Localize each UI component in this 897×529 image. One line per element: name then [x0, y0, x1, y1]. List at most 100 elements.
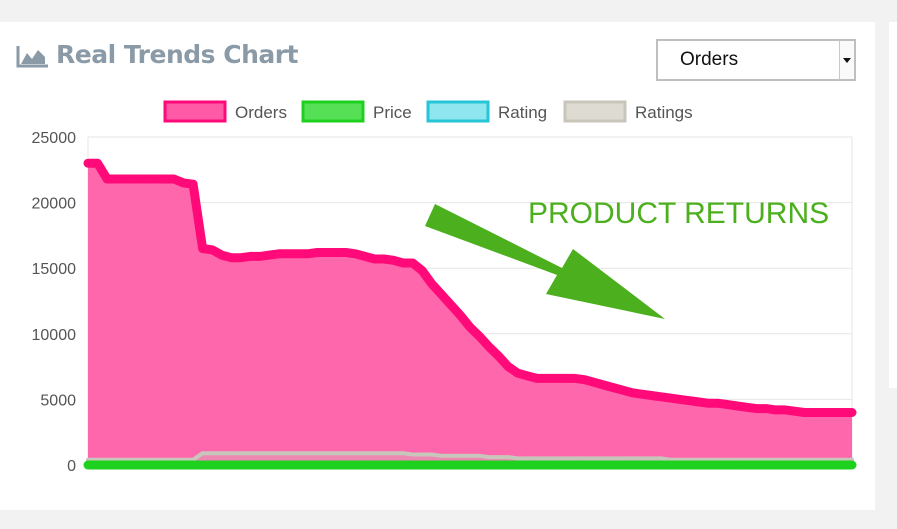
- data-point-orders: [714, 399, 723, 408]
- data-point-orders: [561, 374, 570, 383]
- y-tick-label: 15000: [32, 261, 77, 278]
- data-point-price: [752, 461, 761, 469]
- data-point-price: [351, 461, 360, 469]
- data-point-orders: [456, 311, 465, 320]
- data-point-orders: [494, 352, 503, 361]
- data-point-ratings: [468, 453, 472, 458]
- legend-swatch-orders: [163, 100, 227, 123]
- data-point-price: [781, 461, 790, 469]
- data-point-ratings: [477, 453, 482, 458]
- data-point-price: [227, 461, 236, 469]
- data-point-orders: [93, 159, 102, 168]
- data-point-price: [637, 461, 646, 469]
- data-point-ratings: [563, 456, 568, 461]
- data-point-price: [437, 461, 446, 469]
- data-point-orders: [294, 249, 303, 258]
- data-point-ratings: [315, 451, 320, 456]
- data-point-orders: [189, 180, 198, 189]
- metric-select[interactable]: Orders: [656, 39, 856, 81]
- data-point-orders: [819, 408, 828, 417]
- data-point-orders: [284, 249, 293, 258]
- data-point-ratings: [496, 455, 501, 460]
- legend-swatch-price: [301, 100, 365, 123]
- y-axis-ticks: 0 5000 10000 15000 20000 25000: [32, 130, 77, 475]
- data-point-price: [332, 461, 341, 469]
- data-point-price: [141, 461, 150, 469]
- data-point-price: [408, 461, 417, 469]
- data-point-ratings: [210, 451, 215, 456]
- data-point-ratings: [343, 451, 348, 456]
- data-point-orders: [828, 408, 837, 417]
- data-point-orders: [389, 256, 398, 265]
- data-point-ratings: [219, 451, 224, 456]
- data-point-price: [848, 461, 856, 469]
- data-point-price: [427, 461, 436, 469]
- data-point-price: [685, 461, 694, 469]
- data-point-orders: [695, 398, 704, 407]
- data-point-price: [418, 461, 427, 469]
- data-point-price: [542, 461, 551, 469]
- data-point-orders: [150, 174, 159, 183]
- legend-label-rating: Rating: [498, 103, 547, 122]
- data-point-orders: [236, 253, 245, 262]
- legend-label-price: Price: [373, 103, 412, 122]
- area-layer: [83, 158, 857, 470]
- data-point-orders: [408, 258, 417, 267]
- y-tick-label: 5000: [40, 392, 76, 409]
- data-point-orders: [112, 174, 121, 183]
- data-point-orders: [666, 394, 675, 403]
- data-point-price: [150, 461, 159, 469]
- data-point-orders: [513, 369, 522, 378]
- data-point-price: [389, 461, 398, 469]
- data-point-price: [341, 461, 350, 469]
- data-point-price: [676, 461, 685, 469]
- downtrend-arrow: [425, 204, 665, 319]
- data-point-price: [666, 461, 675, 469]
- data-point-orders: [523, 371, 532, 380]
- data-point-price: [93, 461, 102, 469]
- data-point-orders: [341, 248, 350, 257]
- data-point-orders: [742, 403, 751, 412]
- data-point-price: [809, 461, 818, 469]
- data-point-orders: [141, 174, 150, 183]
- data-point-ratings: [630, 456, 635, 461]
- data-point-price: [571, 461, 580, 469]
- data-point-price: [160, 461, 169, 469]
- data-point-price: [485, 461, 494, 469]
- data-point-price: [112, 461, 121, 469]
- data-point-price: [599, 461, 608, 469]
- data-point-price: [84, 461, 92, 469]
- data-point-orders: [838, 408, 847, 417]
- data-point-ratings: [277, 451, 281, 456]
- data-point-orders: [647, 391, 656, 400]
- data-point-orders: [103, 174, 112, 183]
- chevron-down-icon[interactable]: [839, 41, 854, 79]
- data-point-ratings: [296, 451, 301, 456]
- y-tick-label: 10000: [32, 327, 77, 344]
- data-point-price: [551, 461, 560, 469]
- data-point-ratings: [639, 456, 644, 461]
- data-point-price: [265, 461, 274, 469]
- data-point-orders: [676, 395, 685, 404]
- data-point-price: [561, 461, 570, 469]
- legend-swatch-ratings: [563, 100, 627, 123]
- data-point-price: [704, 461, 713, 469]
- data-point-ratings: [420, 452, 425, 457]
- data-point-orders: [303, 249, 312, 258]
- data-point-price: [828, 461, 837, 469]
- data-point-orders: [504, 362, 513, 371]
- data-point-price: [255, 461, 264, 469]
- data-point-price: [103, 461, 112, 469]
- data-point-ratings: [544, 456, 549, 461]
- data-point-orders: [790, 407, 799, 416]
- data-point-price: [189, 461, 198, 469]
- data-point-orders: [752, 404, 761, 413]
- data-point-price: [360, 461, 369, 469]
- data-point-price: [246, 461, 255, 469]
- data-point-price: [313, 461, 322, 469]
- data-point-orders: [227, 253, 236, 262]
- data-point-price: [322, 461, 331, 469]
- data-point-price: [446, 461, 455, 469]
- data-point-orders: [466, 323, 474, 332]
- data-point-ratings: [553, 456, 558, 461]
